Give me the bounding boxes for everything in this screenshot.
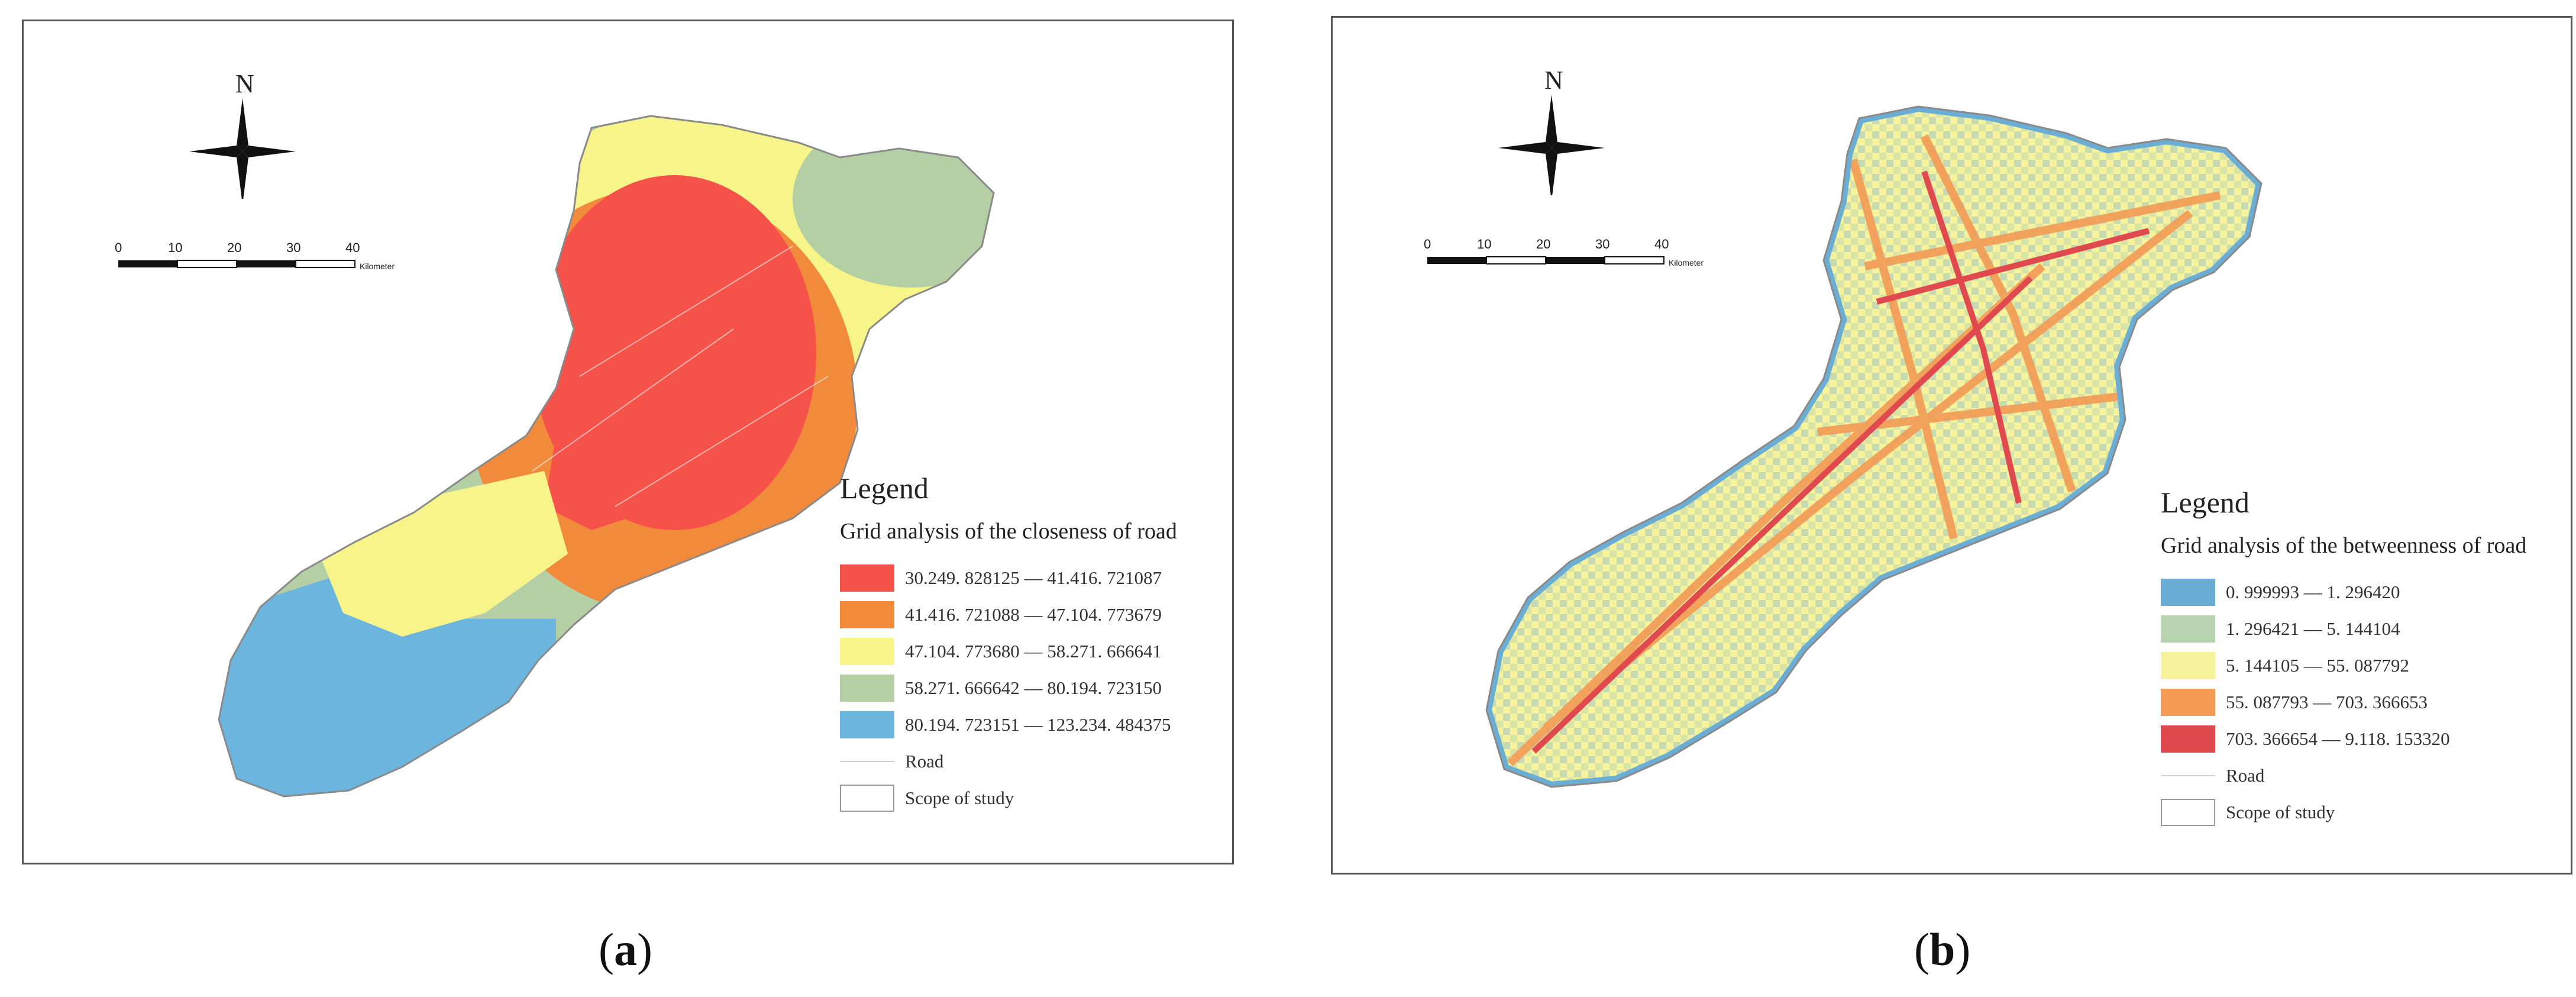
legend-swatch (840, 711, 894, 738)
legend-item: 1. 296421 — 5. 144104 (2161, 611, 2563, 647)
scale-tick-0: 0 (115, 240, 122, 255)
legend-scope: Scope of study (840, 780, 1218, 817)
compass-icon (1498, 95, 1605, 195)
legend-title-b: Legend (2161, 486, 2249, 519)
legend-label: 703. 366654 — 9.118. 153320 (2226, 728, 2450, 749)
compass-icon (189, 98, 296, 199)
legend-swatch (840, 675, 894, 702)
legend-swatch (840, 638, 894, 665)
legend-label: 41.416. 721088 — 47.104. 773679 (905, 604, 1162, 625)
legend-subtitle-a: Grid analysis of the closeness of road (840, 519, 1177, 544)
north-label-b: N (1544, 66, 1563, 95)
scalebar-b: 0 10 20 30 40 Kilometer (1424, 237, 1759, 272)
north-label-a: N (235, 69, 254, 98)
caption-a-letter: a (613, 924, 637, 975)
scale-tick-20: 20 (227, 240, 242, 255)
legend-item: 58.271. 666642 — 80.194. 723150 (840, 670, 1218, 706)
legend-b: Legend Grid analysis of the betweenness … (2161, 485, 2563, 831)
legend-item: 41.416. 721088 — 47.104. 773679 (840, 596, 1218, 633)
legend-a: Legend Grid analysis of the closeness of… (840, 471, 1218, 817)
scope-outline-a (218, 115, 995, 798)
scale-tick-30: 30 (286, 240, 301, 255)
scale-unit-b: Kilometer (1669, 258, 1704, 267)
legend-scope-label: Scope of study (905, 788, 1014, 808)
scale-tick-10: 10 (1477, 237, 1492, 251)
legend-label: 58.271. 666642 — 80.194. 723150 (905, 677, 1162, 698)
road-line-icon (840, 748, 894, 775)
legend-swatch (2161, 725, 2215, 753)
caption-b: (b) (1914, 924, 1971, 975)
scope-box-icon (2161, 799, 2215, 826)
scope-outline-b (1485, 105, 2263, 788)
scale-tick-30: 30 (1595, 237, 1610, 251)
scale-tick-20: 20 (1536, 237, 1551, 251)
legend-item: 0. 999993 — 1. 296420 (2161, 574, 2563, 611)
legend-scope-label: Scope of study (2226, 802, 2335, 822)
legend-item: 80.194. 723151 — 123.234. 484375 (840, 706, 1218, 743)
map-a-gridlines (532, 246, 829, 507)
scalebar-b-graphic (1427, 256, 1664, 264)
legend-item: 703. 366654 — 9.118. 153320 (2161, 721, 2563, 757)
legend-subtitle-b: Grid analysis of the betweenness of road (2161, 533, 2527, 558)
north-arrow-a: N (183, 69, 302, 199)
map-b-svg (1485, 105, 2263, 788)
legend-swatch (840, 564, 894, 592)
map-panel-b: N 0 10 20 30 40 Kilometer Legend Grid an… (1331, 16, 2572, 875)
scalebar-a: 0 10 20 30 40 Kilometer (115, 240, 450, 276)
legend-label: 0. 999993 — 1. 296420 (2226, 582, 2400, 602)
legend-road: Road (840, 743, 1218, 780)
legend-road-label: Road (2226, 765, 2265, 786)
north-arrow-b: N (1492, 65, 1611, 195)
legend-item: 30.249. 828125 — 41.416. 721087 (840, 560, 1218, 596)
legend-road-label: Road (905, 751, 944, 772)
legend-label: 55. 087793 — 703. 366653 (2226, 692, 2428, 712)
legend-label: 80.194. 723151 — 123.234. 484375 (905, 714, 1171, 735)
legend-item: 47.104. 773680 — 58.271. 666641 (840, 633, 1218, 670)
scale-tick-40: 40 (1654, 237, 1669, 251)
map-a-svg (218, 115, 995, 798)
scale-tick-40: 40 (345, 240, 360, 255)
legend-label: 5. 144105 — 55. 087792 (2226, 655, 2409, 676)
legend-swatch (2161, 579, 2215, 606)
legend-label: 1. 296421 — 5. 144104 (2226, 618, 2400, 639)
legend-swatch (2161, 652, 2215, 679)
legend-swatch (2161, 615, 2215, 643)
legend-item: 5. 144105 — 55. 087792 (2161, 647, 2563, 684)
scale-tick-0: 0 (1424, 237, 1431, 251)
caption-a: (a) (599, 924, 652, 975)
map-panel-a: N 0 10 20 30 40 Kilometer Legend Grid an… (22, 20, 1234, 864)
legend-item: 55. 087793 — 703. 366653 (2161, 684, 2563, 721)
legend-label: 30.249. 828125 — 41.416. 721087 (905, 567, 1162, 588)
legend-swatch (840, 601, 894, 628)
legend-title-a: Legend (840, 472, 929, 505)
legend-scope: Scope of study (2161, 794, 2563, 831)
legend-swatch (2161, 689, 2215, 716)
scalebar-a-graphic (118, 260, 355, 268)
scale-unit-a: Kilometer (360, 262, 395, 271)
scale-tick-10: 10 (168, 240, 183, 255)
legend-road: Road (2161, 757, 2563, 794)
caption-b-letter: b (1929, 924, 1956, 975)
road-line-icon (2161, 762, 2215, 789)
legend-label: 47.104. 773680 — 58.271. 666641 (905, 641, 1162, 662)
scope-box-icon (840, 785, 894, 812)
